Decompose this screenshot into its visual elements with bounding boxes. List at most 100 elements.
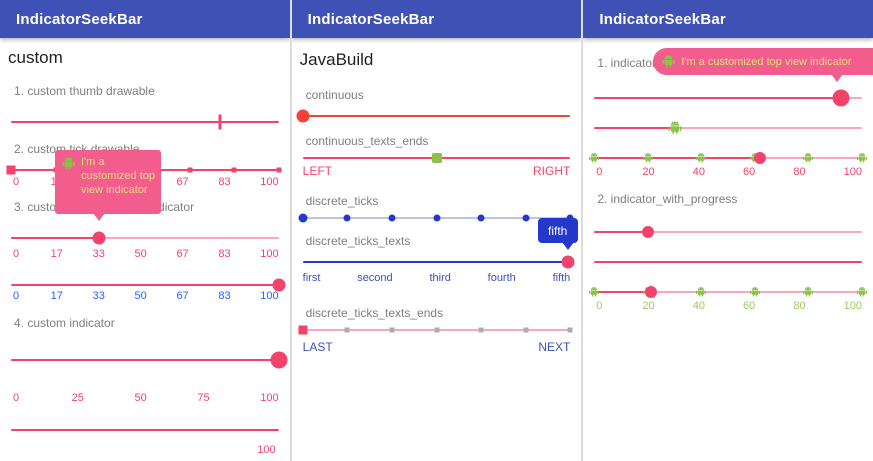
seekbar-thumb[interactable] (832, 89, 850, 107)
scale-label: 20 (642, 166, 655, 178)
seekbar-thumb-android-icon[interactable] (667, 120, 683, 136)
android-robot-icon (661, 54, 676, 69)
scale-label: 100 (843, 300, 863, 312)
seekbar-indicator-1[interactable] (594, 88, 863, 108)
seekbar-indicator-2[interactable] (594, 118, 863, 138)
scale-label: 83 (218, 248, 231, 260)
seekbar-thumb-green-square[interactable] (431, 153, 442, 163)
screen-javabuild: IndicatorSeekBar JavaBuild continuous co… (291, 0, 582, 461)
section-label-discrete-ticks: discrete_ticks (305, 194, 379, 208)
seekbar-thumb[interactable] (270, 351, 288, 369)
seekbar-track (302, 261, 571, 263)
indicator-text: fifth (548, 223, 568, 238)
section-label-custom-indicator: 4. custom indicator (14, 316, 115, 330)
seekbar-thumb[interactable] (561, 255, 575, 269)
section-label-indicator-with-progress: 2. indicator_with_progress (597, 192, 738, 206)
seekbar-progress-1[interactable] (594, 222, 863, 242)
scale-label: first (302, 272, 321, 284)
tick-mark (187, 167, 193, 173)
seekbar-thumb[interactable] (644, 286, 657, 298)
screen-custom: IndicatorSeekBar custom 1. custom thumb … (0, 0, 290, 461)
seekbar-thumb[interactable] (754, 152, 767, 164)
seekbar-progress (594, 157, 761, 159)
seekbar-progress-2[interactable] (594, 252, 863, 272)
end-texts: LAST NEXT (303, 340, 571, 354)
section-label-continuous-texts-ends: continuous_texts_ends (305, 134, 429, 148)
tick-mark (478, 327, 484, 333)
scale-label: 50 (134, 248, 147, 260)
scale-label: 0 (12, 176, 20, 188)
seekbar-custom-tick-texts[interactable] (11, 228, 279, 248)
scale-label: 75 (197, 392, 210, 404)
tick-mark (276, 167, 282, 173)
seekbar-thumb-square[interactable] (6, 165, 16, 175)
android-tick-icon (695, 152, 707, 164)
seekbar-track (11, 359, 279, 361)
seekbar-discrete-ticks[interactable] (298, 208, 574, 228)
fifth-indicator-tooltip: fifth (537, 218, 578, 250)
seekbar-indicator-3[interactable] (594, 148, 862, 168)
tick-mark (344, 327, 350, 333)
seekbar-track (11, 237, 279, 239)
scale-label: 33 (92, 290, 105, 302)
seekbar-continuous[interactable] (296, 106, 571, 126)
android-tick-marks (594, 282, 862, 302)
scale-label: 67 (176, 248, 189, 260)
tick-mark (567, 327, 573, 333)
scale-labels: 0 20 40 60 80 100 (594, 300, 862, 312)
scale-label: 0 (12, 392, 20, 404)
seekbar-track (302, 115, 571, 117)
seekbar-thumb[interactable] (296, 109, 310, 123)
seekbar-progress-3[interactable] (594, 282, 862, 302)
scale-label: 0 (596, 300, 603, 312)
seekbar-bottom[interactable] (11, 420, 279, 440)
seekbar-continuous-texts-ends[interactable] (302, 148, 571, 168)
seekbar-blue-texts[interactable] (11, 275, 286, 295)
scale-label: 17 (50, 290, 63, 302)
seekbar-track (11, 121, 279, 123)
seekbar-track (594, 291, 863, 293)
app-title: IndicatorSeekBar (16, 10, 143, 28)
left-end-text: LAST (302, 340, 333, 354)
app-title: IndicatorSeekBar (307, 10, 435, 28)
seekbar-track (594, 127, 863, 129)
scale-label: 80 (793, 166, 806, 178)
seekbar-thumb[interactable] (298, 213, 308, 223)
scale-label: third (429, 272, 451, 284)
tick-mark (434, 327, 439, 333)
seekbar-custom-indicator[interactable] (11, 350, 288, 370)
left-end-text: LEFT (302, 164, 333, 178)
android-tick-icon (642, 152, 654, 164)
seekbar-thumb-square[interactable] (298, 325, 308, 335)
android-tick-icon (695, 286, 707, 298)
seekbar-discrete-ticks-texts-ends[interactable] (298, 320, 573, 340)
seekbar-discrete-ticks-texts[interactable] (302, 252, 575, 272)
seekbar-thumb-vertical-bar[interactable] (218, 114, 222, 130)
tick-mark (343, 214, 351, 222)
section-label-continuous: continuous (305, 88, 364, 102)
tick-marks (299, 208, 574, 228)
scale-labels: 0 20 40 60 80 100 (594, 166, 862, 178)
android-tick-marks (594, 148, 862, 168)
seekbar-custom-thumb[interactable] (11, 112, 279, 132)
scale-label: 0 (596, 166, 603, 178)
right-end-text: RIGHT (533, 164, 571, 178)
app-bar: IndicatorSeekBar (583, 0, 873, 38)
scale-label: fifth (552, 272, 571, 284)
tick-mark (523, 327, 529, 333)
tick-mark (231, 167, 237, 173)
scale-label: 100 (843, 166, 863, 178)
tick-mark (477, 214, 485, 222)
scale-labels: 0 17 33 50 67 83 100 (11, 248, 279, 260)
screen-indicator: IndicatorSeekBar 1. indicator I'm a cust… (583, 0, 873, 461)
scale-label: fourth (487, 272, 516, 284)
seekbar-thumb[interactable] (92, 231, 106, 245)
page-title: custom (8, 48, 63, 67)
seekbar-thumb[interactable] (272, 278, 286, 292)
seekbar-progress (594, 231, 648, 233)
scale-label: 50 (134, 392, 147, 404)
custom-top-view-indicator-tooltip: I'm a customized top view indicator (653, 48, 873, 82)
android-robot-icon (61, 156, 76, 171)
seekbar-thumb[interactable] (641, 226, 654, 238)
